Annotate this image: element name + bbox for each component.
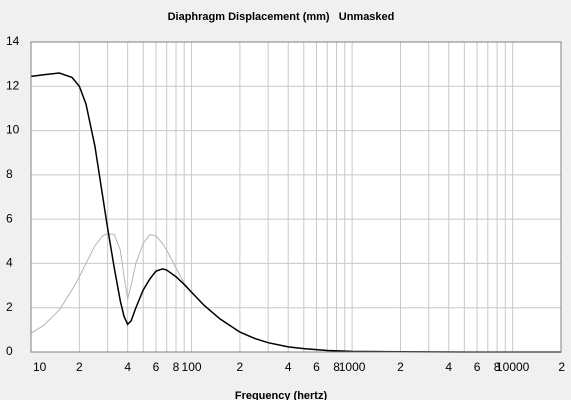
y-tick-label: 10 (6, 123, 20, 137)
x-tick-label: 8 (494, 360, 501, 374)
y-tick-label: 8 (6, 167, 13, 181)
x-tick-label: 2 (76, 360, 83, 374)
x-tick-label: 6 (474, 360, 481, 374)
y-tick-label: 12 (6, 78, 20, 92)
x-tick-label: 1000 (339, 360, 366, 374)
y-tick-label: 4 (6, 256, 13, 270)
y-tick-label: 14 (6, 34, 20, 48)
x-tick-label: 8 (333, 360, 340, 374)
x-tick-label: 6 (313, 360, 320, 374)
x-tick-label: 2 (237, 360, 244, 374)
x-tick-label: 2 (397, 360, 404, 374)
x-tick-label: 4 (445, 360, 452, 374)
x-tick-label: 6 (153, 360, 160, 374)
x-tick-label: 10000 (496, 360, 530, 374)
y-tick-label: 2 (6, 300, 13, 314)
x-tick-label: 4 (124, 360, 131, 374)
y-tick-label: 0 (6, 344, 13, 358)
series-line (30, 72, 561, 353)
chart-title: Diaphragm Displacement (mm) Unmasked (168, 11, 395, 23)
plot-area (30, 41, 562, 353)
x-axis-label: Frequency (hertz) (235, 390, 328, 400)
plot-frame (30, 41, 562, 353)
x-tick-label: 100 (182, 360, 202, 374)
x-tick-label: 2 (558, 360, 565, 374)
x-tick-label: 8 (173, 360, 180, 374)
y-tick-label: 6 (6, 211, 13, 225)
x-tick-label: 4 (285, 360, 292, 374)
x-tick-label: 10 (33, 360, 47, 374)
